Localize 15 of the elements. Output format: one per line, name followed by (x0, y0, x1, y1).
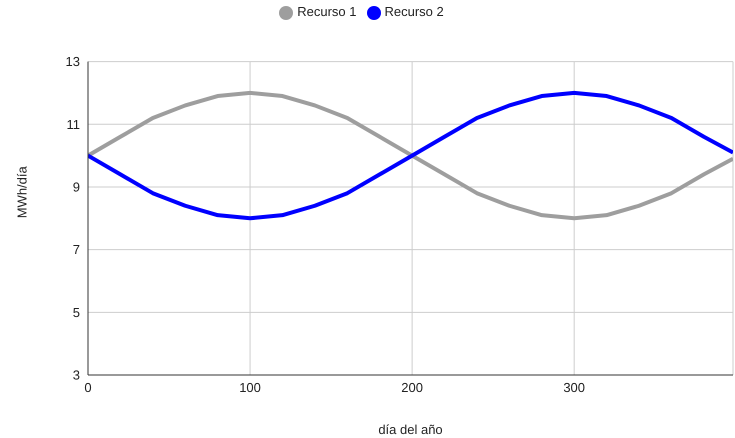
y-tick-label: 5 (72, 304, 80, 320)
x-axis-title: día del año (378, 422, 443, 437)
y-tick-label: 11 (66, 116, 80, 132)
legend-label: Recurso 1 (297, 4, 356, 19)
line-series (88, 90, 733, 220)
y-tick-label: 9 (72, 180, 80, 195)
x-tick-label: 100 (239, 380, 261, 396)
y-axis-title: MWh/día (14, 166, 30, 218)
legend-label: Recurso 2 (384, 4, 444, 19)
x-tick-label: 200 (401, 380, 423, 396)
x-tick-label: 300 (563, 380, 586, 396)
y-tick-label: 7 (72, 242, 80, 258)
y-tick-label: 13 (66, 54, 80, 70)
y-tick-label: 3 (72, 368, 80, 383)
x-tick-label: 0 (84, 380, 92, 396)
